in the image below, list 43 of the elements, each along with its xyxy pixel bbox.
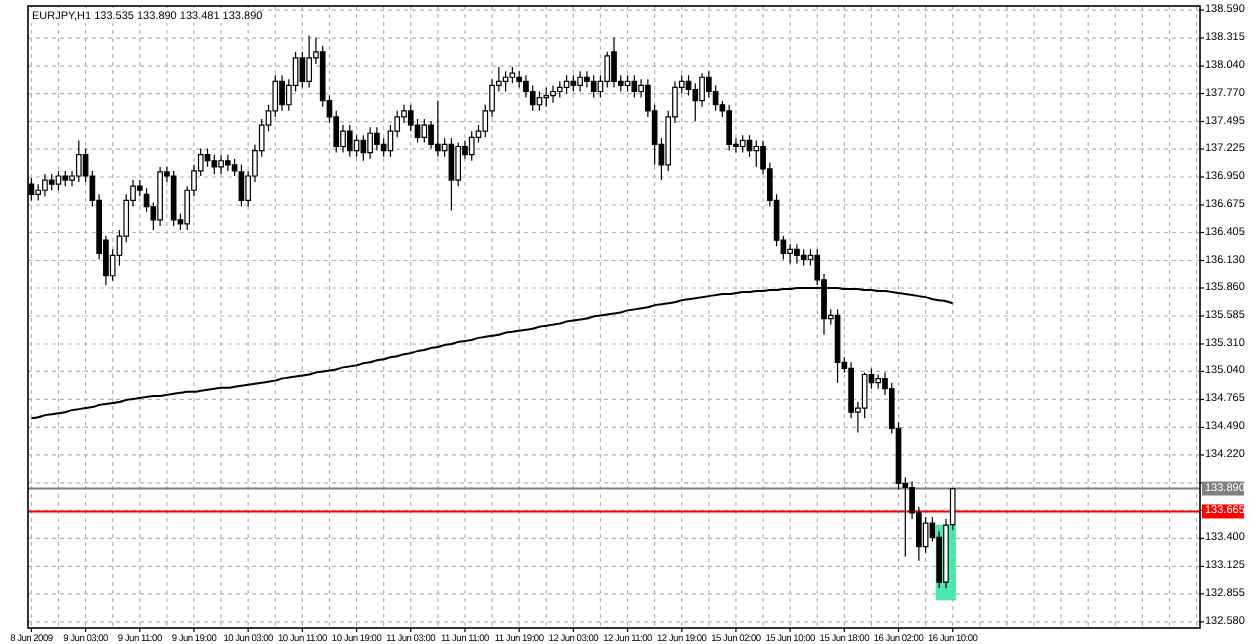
candlestick [631, 74, 638, 99]
candlestick [367, 126, 373, 160]
candlestick [238, 164, 245, 208]
candlestick [556, 80, 563, 99]
candlestick [374, 126, 380, 152]
candlestick [787, 243, 793, 265]
candlestick [502, 70, 509, 93]
candlestick [468, 130, 475, 162]
candlestick [435, 100, 441, 158]
candlestick [800, 248, 807, 267]
candlestick [753, 139, 760, 168]
candlestick [306, 34, 312, 89]
candlestick [563, 74, 570, 95]
candlestick [204, 147, 211, 168]
candlestick [75, 139, 82, 183]
candlestick [225, 154, 231, 172]
candlestick [550, 84, 556, 104]
candlestick [360, 134, 367, 162]
candlestick [726, 104, 732, 152]
candlestick [875, 373, 882, 390]
candlestick [170, 170, 177, 227]
candlestick [346, 124, 353, 158]
candlestick [834, 308, 841, 384]
candlestick [421, 118, 428, 144]
candlestick [157, 166, 163, 227]
candlestick [55, 170, 62, 191]
candlestick [62, 170, 69, 187]
candlestick [577, 70, 583, 93]
candlestick [448, 137, 455, 212]
candlestick [794, 243, 800, 265]
candlestick [624, 74, 631, 93]
candlestick [590, 74, 597, 99]
candlestick [279, 74, 285, 112]
candlestick [739, 134, 746, 154]
candlestick [48, 173, 55, 191]
candlestick [509, 66, 516, 84]
candlestick [42, 173, 48, 197]
candlestick [543, 86, 550, 108]
candlestick [218, 154, 224, 175]
candlestick [211, 154, 218, 175]
candlestick [536, 90, 543, 112]
candlestick [570, 74, 577, 93]
candlestick [611, 36, 617, 89]
